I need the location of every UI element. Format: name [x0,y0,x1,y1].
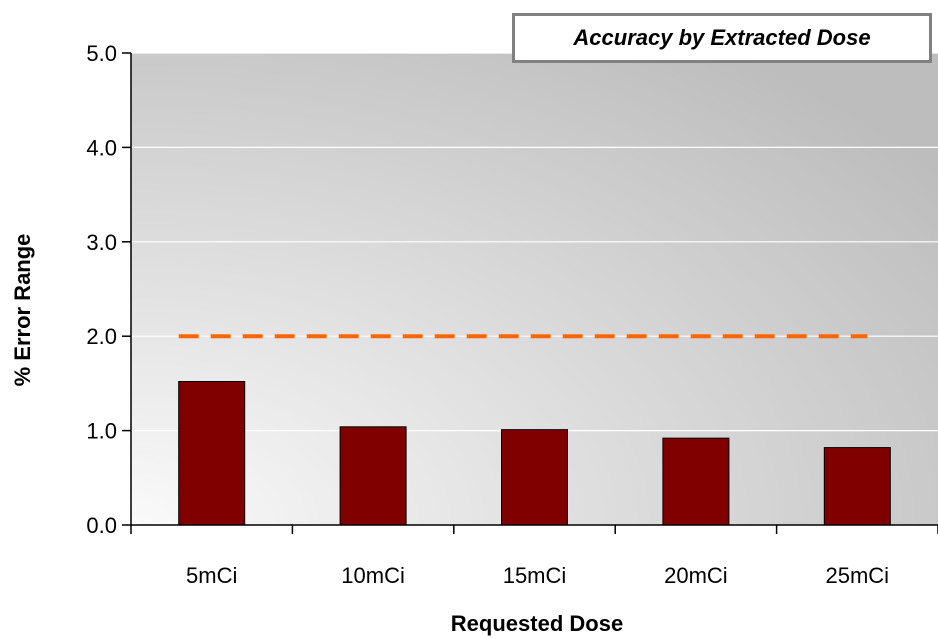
x-tick-label: 10mCi [341,563,405,588]
chart-title: Accuracy by Extracted Dose [573,25,871,50]
x-tick-label: 25mCi [826,563,890,588]
y-tick-label: 2.0 [86,324,117,349]
y-tick-label: 1.0 [86,419,117,444]
y-tick-label: 3.0 [86,230,117,255]
bar-10mCi [339,426,407,526]
chart-title-box: Accuracy by Extracted Dose [512,13,932,63]
x-axis-title: Requested Dose [451,611,623,636]
y-ticks: 0.0 1.0 2.0 3.0 4.0 5.0 [86,41,131,538]
bar-25mCi [823,447,891,526]
y-axis-title: % Error Range [10,234,35,387]
x-ticks: 5mCi 10mCi 15mCi 20mCi 25mCi [130,525,938,588]
bar-15mCi [501,429,568,526]
x-tick-label: 5mCi [186,563,237,588]
bar-20mCi [662,437,730,526]
y-tick-label: 5.0 [86,41,117,66]
y-tick-label: 4.0 [86,135,117,160]
bar-5mCi [178,381,246,526]
bars [178,381,891,526]
x-tick-label: 15mCi [503,563,567,588]
y-tick-label: 0.0 [86,513,117,538]
x-tick-label: 20mCi [664,563,728,588]
